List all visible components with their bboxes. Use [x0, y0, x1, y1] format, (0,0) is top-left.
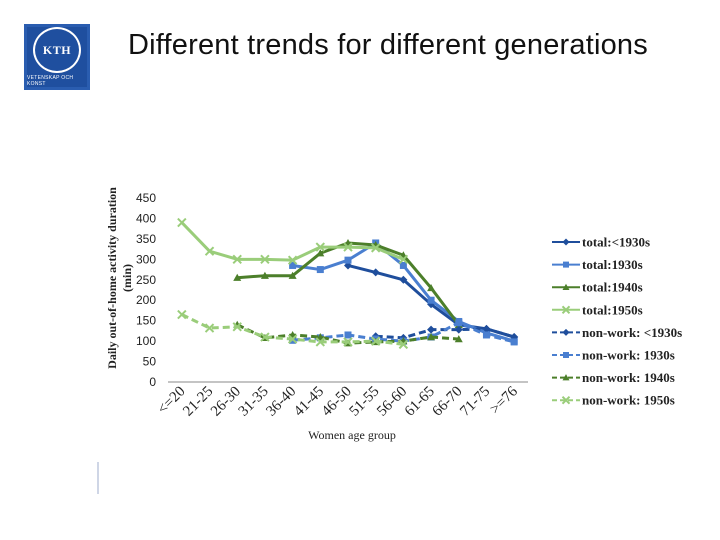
data-point	[344, 256, 352, 264]
data-point	[563, 352, 569, 358]
data-point	[561, 305, 571, 315]
data-point	[177, 217, 187, 228]
data-point	[316, 249, 325, 257]
data-point	[344, 331, 352, 339]
y-tick-label: 200	[136, 293, 156, 307]
y-tick-label: 100	[136, 334, 156, 348]
data-point	[562, 328, 570, 336]
data-point	[289, 261, 297, 269]
x-tick-label: 26-30	[208, 384, 244, 420]
y-tick-label: 250	[136, 273, 156, 287]
data-point	[370, 243, 381, 253]
x-tick-label: >=76	[487, 383, 521, 417]
legend-label: total:<1930s	[582, 235, 650, 250]
data-point	[510, 338, 518, 346]
x-tick-label: 51-55	[346, 384, 382, 420]
data-point	[427, 325, 436, 334]
series-line	[237, 241, 460, 326]
legend-label: non-work: 1930s	[582, 348, 675, 363]
data-point	[399, 261, 407, 269]
series-line	[180, 221, 404, 262]
data-point	[287, 334, 298, 344]
y-tick-label: 350	[136, 232, 156, 246]
x-tick-label: 31-35	[236, 384, 272, 420]
data-point	[398, 254, 409, 265]
data-point	[288, 271, 297, 279]
data-point	[427, 333, 436, 341]
data-point	[315, 242, 326, 252]
y-axis-title-unit: (min)	[120, 264, 134, 292]
data-point	[316, 266, 324, 274]
legend-label: non-work: 1950s	[582, 393, 675, 408]
data-point	[482, 324, 491, 333]
data-point	[427, 296, 435, 304]
kth-logo-text: KTH	[42, 42, 72, 57]
x-tick-label: 21-25	[180, 384, 216, 420]
data-point	[287, 255, 298, 265]
data-point	[233, 273, 242, 281]
kth-logo-subtext: VETENSKAP OCH KONST	[27, 75, 74, 87]
data-point	[370, 336, 381, 346]
data-point	[315, 337, 326, 347]
y-axis-title: Daily out-of-home activity duration(min)	[105, 187, 134, 369]
data-point	[455, 319, 463, 327]
legend-label: total:1930s	[582, 257, 643, 272]
y-tick-label: 150	[136, 314, 156, 328]
data-point	[343, 242, 353, 252]
data-point	[482, 331, 490, 339]
legend-label: non-work: 1940s	[582, 370, 675, 385]
data-point	[454, 325, 463, 334]
y-tick-label: 400	[136, 211, 156, 225]
y-tick-label: 50	[143, 355, 157, 369]
data-point	[399, 275, 408, 284]
footer-divider	[97, 462, 99, 494]
data-point	[260, 271, 269, 279]
x-tick-label: 61-65	[402, 384, 438, 420]
data-point	[204, 323, 215, 333]
data-point	[398, 339, 409, 350]
x-tick-label: 66-70	[430, 384, 466, 420]
data-point	[562, 238, 570, 246]
x-tick-label: 71-75	[457, 384, 493, 420]
y-tick-label: 0	[149, 375, 156, 389]
y-tick-label: 450	[136, 191, 156, 205]
legend-label: non-work: <1930s	[582, 325, 682, 340]
data-point	[561, 395, 571, 405]
kth-logo: KTH VETENSKAP OCH KONST	[24, 24, 90, 90]
x-tick-label: 56-60	[374, 384, 410, 420]
data-point	[562, 374, 570, 381]
data-point	[204, 246, 215, 256]
x-axis-title: Women age group	[308, 428, 396, 442]
data-point	[260, 254, 270, 265]
data-point	[371, 268, 380, 277]
data-point	[232, 322, 242, 332]
legend-label: total:1940s	[582, 280, 643, 295]
x-tick-label: 41-45	[291, 384, 327, 420]
data-point	[454, 335, 463, 343]
y-axis-title-line: Daily out-of-home activity duration	[105, 187, 119, 369]
kth-logo-mark: KTH	[33, 27, 81, 73]
data-point	[563, 261, 569, 268]
data-point	[427, 283, 436, 292]
slide-title: Different trends for different generatio…	[128, 29, 648, 61]
data-point	[232, 254, 242, 265]
data-point	[316, 333, 325, 341]
y-tick-label: 300	[136, 252, 156, 266]
data-point	[177, 309, 187, 320]
data-point	[343, 337, 353, 347]
legend-label: total:1950s	[582, 302, 643, 317]
x-tick-label: 46-50	[319, 384, 355, 420]
data-point	[562, 283, 570, 290]
x-tick-label: 36-40	[263, 384, 299, 420]
data-point	[260, 332, 270, 342]
